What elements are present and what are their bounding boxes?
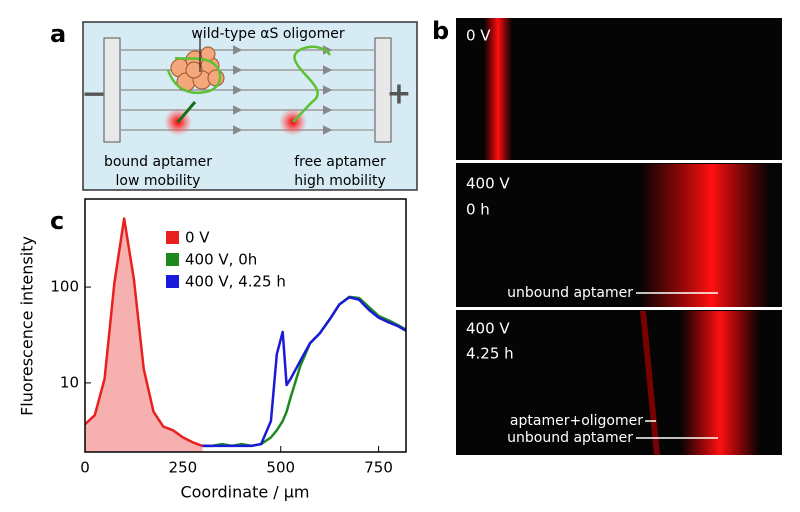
legend-label: 0 V <box>185 229 210 247</box>
y-tick-label: 100 <box>50 278 79 296</box>
annotation: aptamer+oligomer <box>510 413 643 429</box>
plot: 0 250 500 750 10 100 0 V 400 V, 0h 400 V, 4.25 h <box>50 217 407 477</box>
aptamer-stem <box>176 101 197 123</box>
oligomer-label: wild-type αS oligomer <box>191 26 345 42</box>
free-aptamer <box>292 45 332 123</box>
line <box>202 295 407 448</box>
legend-label: 400 V, 4.25 h <box>185 273 286 291</box>
plus-sign: + <box>386 77 411 112</box>
separator <box>456 307 782 310</box>
separator <box>456 160 782 163</box>
panel-label: c <box>50 207 64 235</box>
y-axis-label: Fluorescence intensity <box>18 236 37 416</box>
minus-sign: − <box>81 77 106 112</box>
x-tick-label: 0 <box>80 459 90 477</box>
x-tick-label: 750 <box>364 459 393 477</box>
annotation: unbound aptamer <box>507 430 633 446</box>
legend-swatch <box>166 231 179 244</box>
legend-swatch <box>166 253 179 266</box>
caption: low mobility <box>116 173 201 189</box>
x-tick-label: 500 <box>266 459 295 477</box>
image-label: 4.25 h <box>466 345 514 363</box>
image-label: 0 h <box>466 201 490 219</box>
x-tick-label: 250 <box>169 459 198 477</box>
plot-frame <box>84 198 407 453</box>
panel-label: a <box>50 20 66 48</box>
panel-label: b <box>432 17 449 45</box>
electrode <box>103 37 121 143</box>
line <box>84 217 203 448</box>
legend-swatch <box>166 275 179 288</box>
bound-aptamer-strand <box>166 56 222 94</box>
image-label: 400 V <box>466 175 510 193</box>
band <box>680 311 760 455</box>
image-label: 0 V <box>466 27 491 45</box>
caption: high mobility <box>294 173 386 189</box>
image-label: 400 V <box>466 320 510 338</box>
x-axis-label: Coordinate / µm <box>180 483 309 502</box>
caption: bound aptamer <box>104 154 212 170</box>
band <box>484 18 512 160</box>
caption: free aptamer <box>294 154 386 170</box>
legend-label: 400 V, 0h <box>185 251 257 269</box>
band <box>640 311 660 455</box>
area <box>85 218 203 452</box>
annotation: unbound aptamer <box>507 285 633 301</box>
y-tick-label: 10 <box>60 373 79 391</box>
line <box>202 296 407 448</box>
electrode <box>374 37 392 143</box>
band <box>640 164 770 308</box>
